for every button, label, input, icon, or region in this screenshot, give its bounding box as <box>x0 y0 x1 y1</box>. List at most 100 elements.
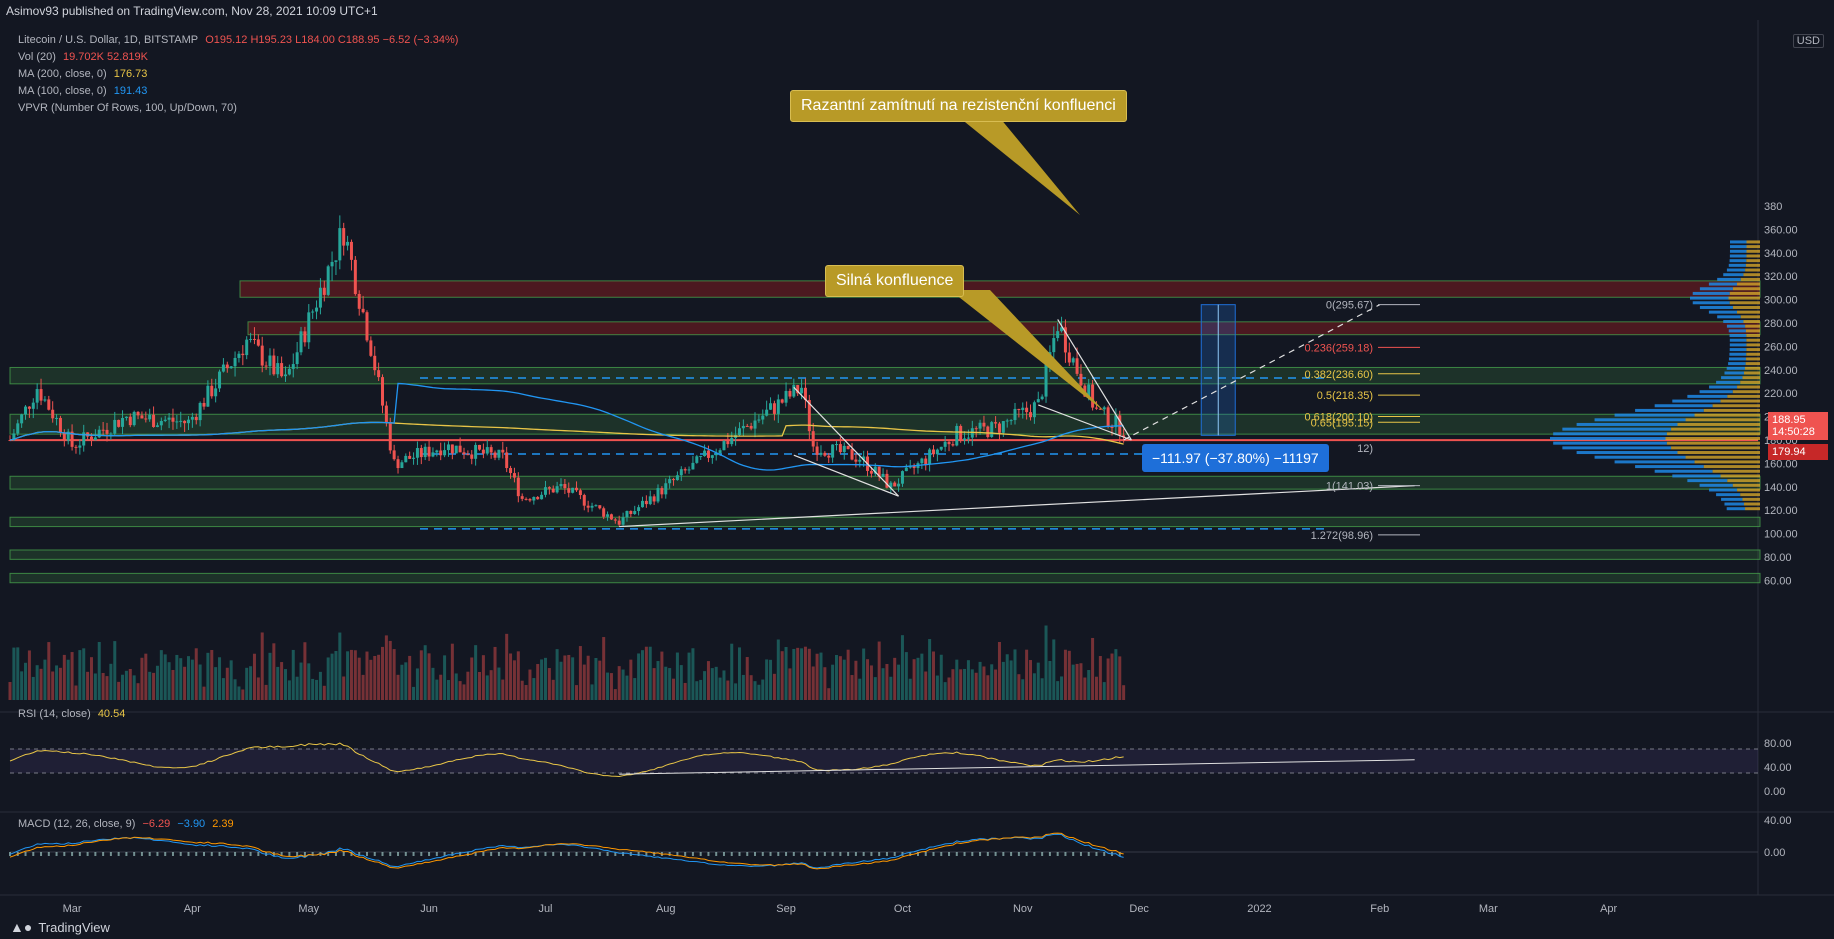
candle-body <box>318 287 322 308</box>
volume-bar <box>617 666 621 700</box>
candle-body <box>16 423 20 434</box>
macd-hist-bar <box>831 852 834 856</box>
candle-body <box>1017 408 1021 411</box>
vpvr-up-row <box>1726 324 1746 328</box>
time-tick-label: Jul <box>538 903 552 915</box>
candle-body <box>625 510 629 518</box>
volume-bar <box>311 678 315 700</box>
volume-bar <box>648 646 652 700</box>
volume-bar <box>415 668 419 700</box>
candle-body <box>283 374 287 377</box>
macd-hist-bar <box>342 852 345 856</box>
macd-hist-bar <box>78 852 81 856</box>
volume-bar <box>229 660 233 700</box>
annotation-confluence[interactable]: Silná konfluence <box>825 265 965 297</box>
volume-bar <box>214 667 218 700</box>
candle-body <box>877 466 881 477</box>
vpvr-down-row <box>1746 338 1760 342</box>
volume-bar <box>637 653 641 700</box>
candle-body <box>210 385 214 397</box>
candle-body <box>97 429 101 438</box>
fibonacci-levels: 0(295.67) 0.236(259.18) 0.382(236.60) 0.5(2… <box>1305 300 1420 542</box>
volume-bar <box>916 657 920 700</box>
candle-body <box>361 308 365 313</box>
macd-line <box>9 833 1124 869</box>
volume-bar <box>703 671 707 700</box>
volume-bar <box>1060 676 1064 700</box>
macd-hist-bar <box>365 852 368 856</box>
fib-label: 0(295.67) <box>1326 300 1373 312</box>
candle-body <box>140 415 144 419</box>
rsi-value: 40.54 <box>97 708 126 720</box>
volume-legend[interactable]: Vol (20) 19.702K 52.819K <box>18 51 152 63</box>
volume-bar <box>613 689 617 700</box>
volume-bar <box>943 682 947 700</box>
ma200-legend[interactable]: MA (200, close, 0) 176.73 <box>18 68 151 80</box>
candle-body <box>89 436 93 441</box>
candle-body <box>446 444 450 451</box>
volume-bar <box>1017 674 1021 700</box>
currency-label[interactable]: USD <box>1792 34 1824 48</box>
symbol-legend[interactable]: Litecoin / U.S. Dollar, 1D, BITSTAMP O19… <box>18 34 462 46</box>
candle-body <box>912 465 916 469</box>
vpvr-up-row <box>1729 254 1747 258</box>
vpvr-legend[interactable]: VPVR (Number Of Rows, 100, Up/Down, 70) <box>18 102 241 114</box>
volume-bar <box>338 632 342 700</box>
ma200-label: MA (200, close, 0) <box>18 68 107 80</box>
candle-body <box>454 445 458 454</box>
volume-bar <box>935 675 939 700</box>
macd-hist-bar <box>559 852 562 856</box>
volume-bar <box>186 656 190 700</box>
volume-bar <box>734 683 738 700</box>
volume-bar <box>404 662 408 700</box>
candle-body <box>924 458 928 465</box>
volume-bar <box>792 648 796 700</box>
vpvr-up-row <box>1594 418 1686 422</box>
volume-bar <box>769 659 773 700</box>
candle-body <box>47 399 51 410</box>
volume-bar <box>43 659 47 700</box>
macd-hist-bar <box>994 852 997 856</box>
macd-hist-bar <box>715 852 718 856</box>
volume-bar <box>361 674 365 700</box>
volume-bar <box>245 667 249 700</box>
annotation-rejection[interactable]: Razantní zamítnutí na rezistenční konflu… <box>790 90 1127 122</box>
macd-hist-bar <box>210 852 213 856</box>
trend-line <box>793 454 899 497</box>
volume-bar <box>20 671 24 700</box>
volume-bar <box>893 657 897 700</box>
volume-bar <box>342 676 346 700</box>
vpvr-up-row <box>1728 263 1746 267</box>
candle-body <box>974 428 978 430</box>
candle-body <box>326 266 330 295</box>
volume-bar <box>1029 660 1033 700</box>
measure-label[interactable]: −111.97 (−37.80%) −11197 <box>1142 444 1329 472</box>
candle-body <box>951 444 955 446</box>
candle-body <box>303 331 307 343</box>
candle-body <box>353 259 357 294</box>
volume-bar <box>606 672 610 700</box>
candle-body <box>35 389 39 403</box>
macd-legend[interactable]: MACD (12, 26, close, 9) −6.29 −3.90 2.39 <box>18 818 238 830</box>
vpvr-up-row <box>1614 460 1695 464</box>
candle-body <box>1102 407 1106 410</box>
vpvr-down-row <box>1745 329 1760 333</box>
candle-body <box>381 377 385 406</box>
candle-body <box>1036 399 1040 403</box>
fib-label-partial: 12) <box>1357 443 1373 455</box>
candle-body <box>706 450 710 458</box>
candle-body <box>186 419 190 424</box>
candle-body <box>637 507 641 511</box>
ma100-legend[interactable]: MA (100, close, 0) 191.43 <box>18 85 151 97</box>
vpvr-down-row <box>1729 301 1760 305</box>
volume-bar <box>776 639 780 700</box>
vpvr-up-row <box>1699 305 1733 309</box>
volume-bar <box>446 680 450 700</box>
candle-body <box>78 445 82 448</box>
macd-hist-bar <box>862 852 865 856</box>
macd-hist-bar <box>940 852 943 856</box>
candle-body <box>850 449 854 460</box>
time-tick-label: Jun <box>420 903 438 915</box>
macd-hist-bar <box>544 852 547 856</box>
rsi-legend[interactable]: RSI (14, close) 40.54 <box>18 708 129 720</box>
